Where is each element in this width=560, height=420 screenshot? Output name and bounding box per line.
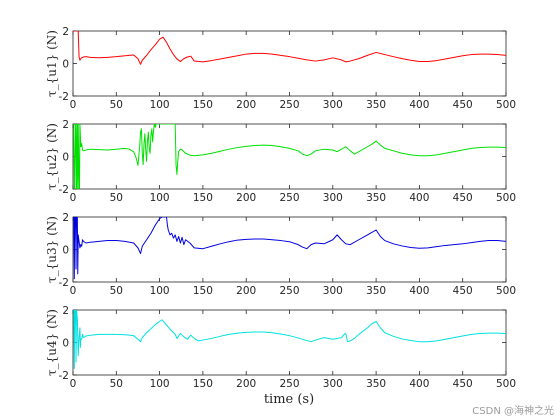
x-tick-label: 50 bbox=[110, 192, 123, 204]
x-tick-label: 150 bbox=[193, 285, 213, 297]
axes-frame bbox=[72, 123, 507, 190]
y-tick-label: 2 bbox=[62, 212, 69, 224]
series-line-3 bbox=[73, 217, 506, 280]
watermark: CSDN @海神之光 bbox=[472, 406, 554, 417]
x-tick-label: 500 bbox=[496, 192, 516, 204]
x-tick-label: 450 bbox=[453, 99, 473, 111]
x-tick-label: 400 bbox=[409, 192, 429, 204]
x-tick-label: 100 bbox=[150, 99, 170, 111]
subplot-3: 0 50 100 150 200 250 300 350 400 450 500-202τ_{u3}… bbox=[45, 212, 516, 297]
series-line-2 bbox=[73, 124, 506, 189]
x-tick-label: 50 bbox=[110, 285, 123, 297]
y-tick-label: 0 bbox=[62, 59, 69, 71]
y-tick-label: -2 bbox=[59, 370, 69, 382]
x-tick-label: 250 bbox=[279, 99, 299, 111]
x-tick-label: 500 bbox=[496, 285, 516, 297]
y-tick-label: 2 bbox=[62, 119, 69, 131]
y-axis-label: τ_{u1} (N) bbox=[45, 30, 59, 97]
x-tick-label: 500 bbox=[496, 99, 516, 111]
x-tick-label: 200 bbox=[236, 378, 256, 390]
series-line-1 bbox=[73, 31, 506, 65]
x-tick-label: 0 bbox=[70, 378, 77, 390]
x-tick-label: 250 bbox=[279, 378, 299, 390]
y-tick-label: 2 bbox=[62, 26, 69, 38]
y-axis-label: τ_{u4} (N) bbox=[45, 309, 59, 376]
y-tick-label: -2 bbox=[59, 184, 69, 196]
y-axis-label: τ_{u2} (N) bbox=[45, 123, 59, 190]
x-tick-label: 300 bbox=[323, 285, 343, 297]
x-tick-label: 350 bbox=[366, 285, 386, 297]
x-axis-label: time (s) bbox=[264, 392, 314, 407]
x-tick-label: 350 bbox=[366, 378, 386, 390]
x-tick-label: 200 bbox=[236, 192, 256, 204]
subplot-4: 0 50 100 150 200 250 300 350 400 450 500-202τ_{u4}… bbox=[45, 305, 516, 390]
x-tick-label: 350 bbox=[366, 192, 386, 204]
x-tick-label: 400 bbox=[409, 99, 429, 111]
y-tick-label: 0 bbox=[62, 338, 69, 350]
x-tick-label: 100 bbox=[150, 378, 170, 390]
x-tick-label: 300 bbox=[323, 99, 343, 111]
x-tick-label: 50 bbox=[110, 378, 123, 390]
x-tick-label: 450 bbox=[453, 285, 473, 297]
x-tick-label: 200 bbox=[236, 99, 256, 111]
x-tick-label: 0 bbox=[70, 99, 77, 111]
axes-frame bbox=[72, 309, 507, 376]
subplot-2: 0 50 100 150 200 250 300 350 400 450 500-202τ_{u2}… bbox=[45, 119, 516, 204]
y-tick-label: 0 bbox=[62, 245, 69, 257]
x-tick-label: 450 bbox=[453, 192, 473, 204]
x-tick-label: 250 bbox=[279, 192, 299, 204]
x-tick-label: 50 bbox=[110, 99, 123, 111]
x-tick-label: 400 bbox=[409, 285, 429, 297]
axes-frame bbox=[72, 30, 507, 97]
x-tick-label: 500 bbox=[496, 378, 516, 390]
x-tick-label: 400 bbox=[409, 378, 429, 390]
x-tick-label: 0 bbox=[70, 192, 77, 204]
x-tick-label: 300 bbox=[323, 378, 343, 390]
y-axis-label: τ_{u3} (N) bbox=[45, 216, 59, 283]
series-line-4 bbox=[73, 310, 506, 369]
x-tick-label: 450 bbox=[453, 378, 473, 390]
x-tick-label: 100 bbox=[150, 285, 170, 297]
y-tick-label: -2 bbox=[59, 277, 69, 289]
x-tick-label: 250 bbox=[279, 285, 299, 297]
y-tick-label: 2 bbox=[62, 305, 69, 317]
subplot-1: 0 50 100 150 200 250 300 350 400 450 500-202τ_{u1}… bbox=[45, 26, 516, 111]
x-tick-label: 350 bbox=[366, 99, 386, 111]
x-tick-label: 150 bbox=[193, 99, 213, 111]
y-tick-label: 0 bbox=[62, 152, 69, 164]
x-tick-label: 200 bbox=[236, 285, 256, 297]
x-tick-label: 0 bbox=[70, 285, 77, 297]
x-tick-label: 150 bbox=[193, 192, 213, 204]
x-tick-label: 300 bbox=[323, 192, 343, 204]
y-tick-label: -2 bbox=[59, 91, 69, 103]
x-tick-label: 100 bbox=[150, 192, 170, 204]
x-tick-label: 150 bbox=[193, 378, 213, 390]
axes-frame bbox=[72, 216, 507, 283]
